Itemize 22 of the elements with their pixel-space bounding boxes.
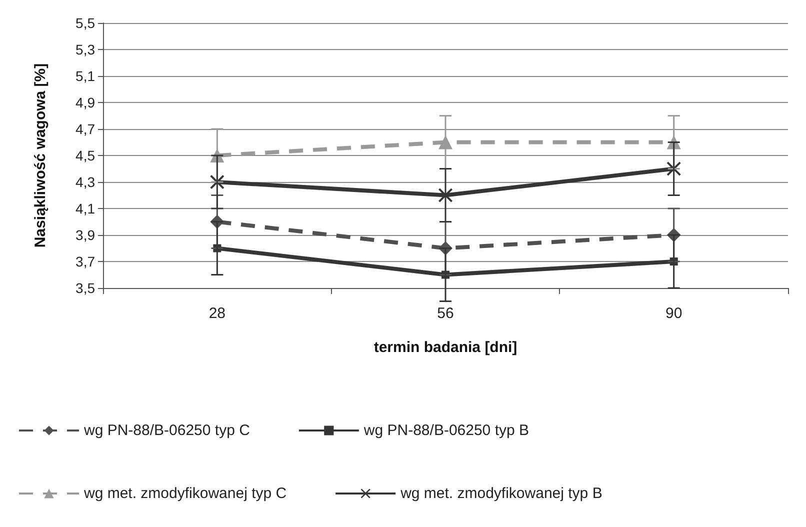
y-tick-label: 4,5	[76, 148, 96, 164]
x-tick-label: 28	[208, 305, 226, 322]
y-tick-label: 4,3	[76, 174, 96, 190]
y-tick-label: 4,7	[76, 121, 96, 137]
y-tick-label: 3,7	[76, 254, 96, 270]
legend-label: wg PN-88/B-06250 typ B	[362, 422, 530, 439]
point	[210, 175, 224, 189]
y-tick-label: 3,9	[76, 227, 96, 243]
legend-label: wg PN-88/B-06250 typ C	[83, 422, 250, 439]
point	[438, 188, 452, 202]
y-tick-label: 5,1	[76, 68, 96, 84]
y-tick-label: 5,5	[76, 15, 96, 31]
y-tick-label: 4,1	[76, 200, 96, 216]
legend-label: wg met. zmodyfikowanej typ C	[83, 485, 287, 502]
y-axis-title: Nasiąkliwość wagowa [%]	[32, 63, 49, 248]
x-axis-title: termin badania [dni]	[374, 339, 518, 356]
y-tick-label: 3,5	[76, 280, 96, 296]
y-tick-label: 4,9	[76, 94, 96, 110]
x-tick-label: 90	[665, 305, 682, 322]
x-tick-label: 56	[437, 305, 454, 322]
legend-label: wg met. zmodyfikowanej typ B	[400, 485, 602, 502]
y-tick-label: 5,3	[76, 42, 96, 58]
